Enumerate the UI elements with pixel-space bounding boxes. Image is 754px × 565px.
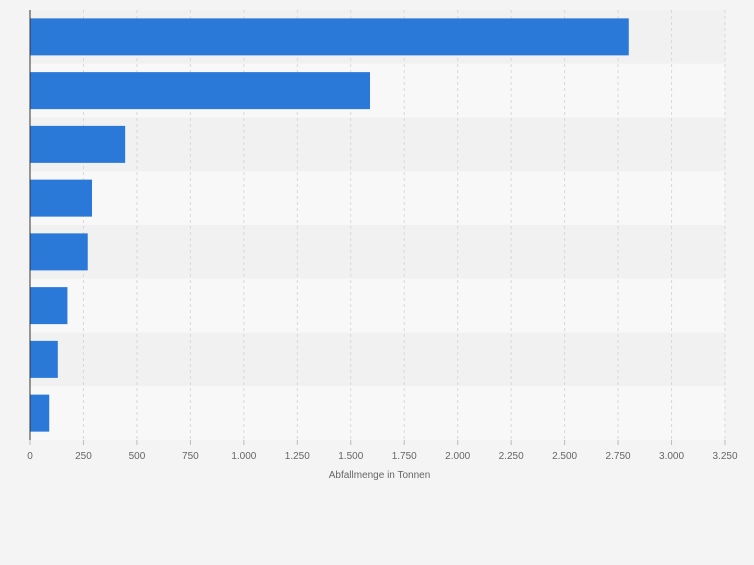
x-tick-label: 0 — [27, 451, 33, 462]
bars — [30, 18, 629, 432]
row-band — [30, 278, 725, 333]
x-tick-label: 1.250 — [285, 451, 310, 462]
bar[interactable] — [30, 18, 629, 56]
row-band — [30, 171, 725, 225]
bar[interactable] — [30, 72, 371, 110]
x-tick-label: 1.500 — [338, 451, 363, 462]
x-tick-label: 1.000 — [231, 451, 256, 462]
x-tick-label: 750 — [182, 451, 199, 462]
x-tick-label: 3.250 — [712, 451, 737, 462]
x-axis-label: Abfallmenge in Tonnen — [329, 470, 431, 481]
bar[interactable] — [30, 125, 126, 163]
bar[interactable] — [30, 287, 68, 325]
x-tick-label: 1.750 — [392, 451, 417, 462]
x-tick-label: 3.000 — [659, 451, 684, 462]
x-axis-ticks: 0 250 500 750 1.000 1.250 1.500 1.750 2.000 2.250… — [27, 440, 738, 462]
row-band — [30, 332, 725, 387]
x-tick-label: 2.250 — [499, 451, 524, 462]
bar[interactable] — [30, 179, 93, 217]
x-tick-label: 2.500 — [552, 451, 577, 462]
bar[interactable] — [30, 394, 50, 432]
row-band — [30, 117, 725, 172]
row-band — [30, 386, 725, 440]
x-tick-label: 250 — [75, 451, 92, 462]
x-tick-label: 2.000 — [445, 451, 470, 462]
row-bands — [30, 10, 725, 440]
row-band — [30, 225, 725, 279]
x-tick-label: 500 — [129, 451, 146, 462]
x-tick-label: 2.750 — [606, 451, 631, 462]
bar[interactable] — [30, 233, 88, 271]
bar[interactable] — [30, 340, 58, 378]
